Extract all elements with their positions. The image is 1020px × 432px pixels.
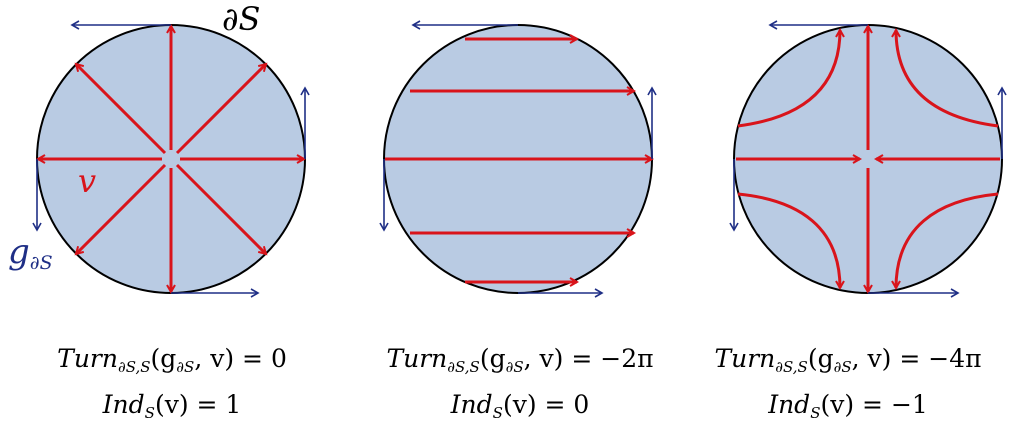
index-formula-2: IndS(v) = 0 — [450, 390, 590, 422]
boundary-label: ∂S — [222, 0, 260, 38]
diagram: ∂S v g∂S — [8, 0, 1007, 298]
boundary-arrows-1 — [32, 20, 310, 298]
index-formula-3: IndS(v) = −1 — [768, 390, 928, 422]
field-arrows-3 — [736, 26, 1000, 292]
caption-3: Turn∂S,S(g∂S, v) = −4π IndS(v) = −1 — [678, 340, 1018, 432]
turn-formula-2: Turn∂S,S(g∂S, v) = −2π — [386, 344, 654, 376]
field-arrows-1 — [38, 26, 304, 292]
panel-2-parallel — [379, 20, 657, 298]
caption-2: Turn∂S,S(g∂S, v) = −2π IndS(v) = 0 — [350, 340, 690, 432]
field-label: v — [78, 162, 96, 200]
panel-3-saddle — [729, 20, 1007, 298]
panel-1-source: ∂S v g∂S — [8, 0, 310, 298]
index-formula-1: IndS(v) = 1 — [102, 390, 242, 422]
boundary-field-label: g∂S — [8, 232, 53, 274]
turn-formula-3: Turn∂S,S(g∂S, v) = −4π — [714, 344, 982, 376]
boundary-arrows-2 — [379, 20, 657, 298]
boundary-arrows-3 — [729, 20, 1007, 298]
field-arrows-2 — [385, 39, 652, 282]
caption-1: Turn∂S,S(g∂S, v) = 0 IndS(v) = 1 — [2, 340, 342, 432]
turn-formula-1: Turn∂S,S(g∂S, v) = 0 — [57, 344, 287, 376]
